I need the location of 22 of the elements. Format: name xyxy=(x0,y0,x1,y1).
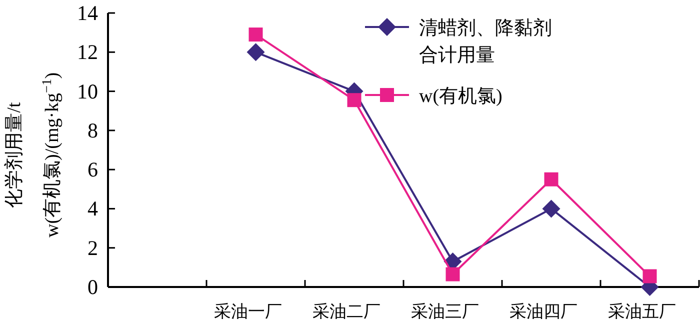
y-tick-label: 8 xyxy=(88,118,98,142)
legend-label: w(有机氯) xyxy=(419,86,502,107)
point xyxy=(347,93,362,108)
y-tick-label: 12 xyxy=(77,40,98,64)
legend-label: 清蜡剂、降黏剂合计用量 xyxy=(419,17,552,66)
x-tick-label: 采油一厂 xyxy=(214,302,282,321)
x-tick-label: 采油三厂 xyxy=(410,302,479,321)
y-tick-label: 0 xyxy=(88,275,98,299)
point xyxy=(544,172,558,186)
y-tick-label: 6 xyxy=(88,158,98,182)
x-tick-label: 采油四厂 xyxy=(509,302,578,321)
y-tick-label: 14 xyxy=(77,1,98,25)
y-tick-label: 10 xyxy=(77,79,98,104)
x-tick-label: 采油二厂 xyxy=(312,302,380,321)
x-tick-label: 采油五厂 xyxy=(608,302,676,321)
point xyxy=(248,28,263,42)
y-tick-label: 2 xyxy=(88,236,98,260)
point xyxy=(642,269,657,284)
point xyxy=(446,267,460,282)
y-tick-label: 4 xyxy=(88,196,98,221)
point xyxy=(246,43,265,62)
point xyxy=(542,200,560,218)
